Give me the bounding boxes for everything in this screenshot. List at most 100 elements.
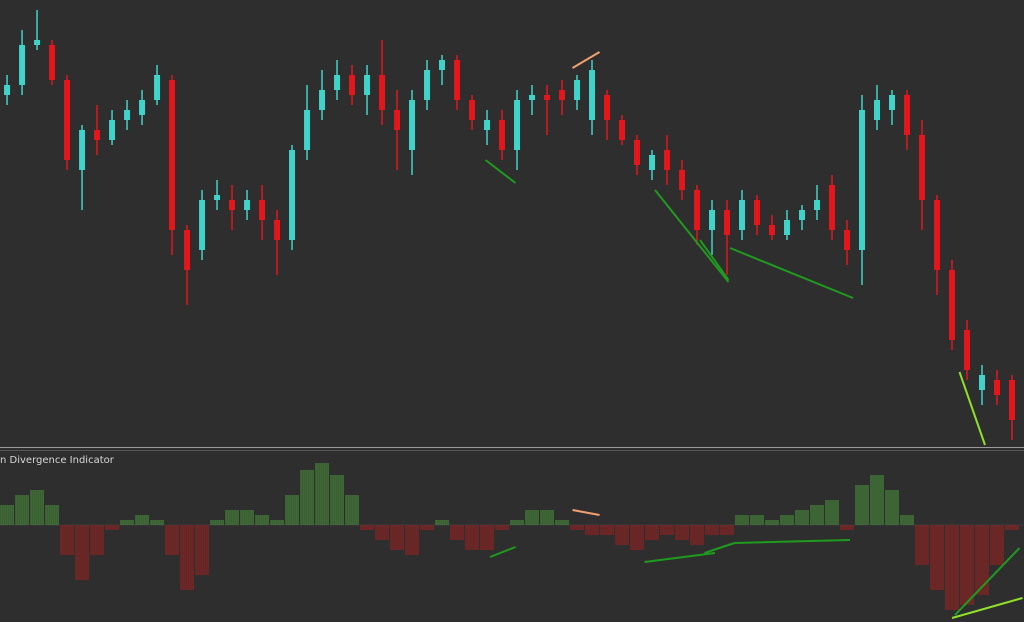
histogram-bar (720, 525, 734, 535)
divergence-line (572, 509, 600, 516)
candle-body (559, 90, 566, 100)
histogram-bar (150, 520, 164, 525)
histogram-bar (915, 525, 929, 565)
candle-body (364, 75, 371, 95)
candle-body (349, 75, 356, 95)
candle-body (304, 110, 311, 150)
candle-body (289, 150, 296, 240)
divergence-line (954, 547, 1021, 616)
candle-body (334, 75, 341, 90)
candle-body (694, 190, 701, 230)
candle-body (514, 100, 521, 150)
candle-body (874, 100, 881, 120)
candle-body (724, 210, 731, 235)
histogram-bar (435, 520, 449, 525)
candle-body (544, 95, 551, 100)
candle-body (844, 230, 851, 250)
candle-body (94, 130, 101, 140)
histogram-bar (15, 495, 29, 525)
candle-body (34, 40, 41, 45)
histogram-bar (555, 520, 569, 525)
candle-body (79, 130, 86, 170)
candle-body (829, 185, 836, 230)
histogram-bar (30, 490, 44, 525)
candle-body (619, 120, 626, 140)
candle-body (679, 170, 686, 190)
candle-body (529, 95, 536, 100)
candle-body (19, 45, 26, 85)
candle-body (754, 200, 761, 225)
candle-body (994, 380, 1001, 395)
histogram-bar (60, 525, 74, 555)
candle-body (214, 195, 221, 200)
histogram-bar (705, 525, 719, 535)
histogram-bar (825, 500, 839, 525)
candle-body (409, 100, 416, 150)
histogram-bar (480, 525, 494, 550)
histogram-bar (105, 525, 119, 530)
histogram-bar (510, 520, 524, 525)
histogram-bar (360, 525, 374, 530)
divergence-line (951, 597, 1023, 619)
histogram-bar (195, 525, 209, 575)
candle-body (1009, 380, 1016, 420)
candle-body (949, 270, 956, 340)
histogram-bar (780, 515, 794, 525)
candle-body (574, 80, 581, 100)
candle-body (4, 85, 11, 95)
candle-body (139, 100, 146, 115)
candle-body (439, 60, 446, 70)
histogram-bar (330, 475, 344, 525)
histogram-bar (810, 505, 824, 525)
histogram-bar (675, 525, 689, 540)
histogram-bar (900, 515, 914, 525)
histogram-bar (945, 525, 959, 610)
candle-body (814, 200, 821, 210)
histogram-bar (840, 525, 854, 530)
histogram-bar (870, 475, 884, 525)
histogram-bar (855, 485, 869, 525)
histogram-bar (315, 463, 329, 525)
histogram-bar (120, 520, 134, 525)
candle-body (124, 110, 131, 120)
histogram-bar (240, 510, 254, 525)
histogram-bar (570, 525, 584, 530)
histogram-bar (795, 510, 809, 525)
divergence-line (958, 371, 986, 446)
histogram-bar (615, 525, 629, 545)
candle-body (154, 75, 161, 100)
histogram-bar (135, 515, 149, 525)
divergence-line (572, 51, 601, 69)
candle-body (199, 200, 206, 250)
histogram-bar (930, 525, 944, 590)
histogram-bar (960, 525, 974, 605)
histogram-bar (525, 510, 539, 525)
candle-body (964, 330, 971, 370)
histogram-bar (465, 525, 479, 550)
divergence-line (644, 552, 716, 563)
candle-body (229, 200, 236, 210)
histogram-bar (885, 490, 899, 525)
histogram-bar (750, 515, 764, 525)
histogram-bar (165, 525, 179, 555)
candle-body (49, 45, 56, 80)
candle-body (64, 80, 71, 160)
histogram-bar (585, 525, 599, 535)
candle-body (979, 375, 986, 390)
candle-body (604, 95, 611, 120)
candle-body (319, 90, 326, 110)
divergence-line (734, 539, 851, 544)
histogram-bar (45, 505, 59, 525)
candle-body (469, 100, 476, 120)
histogram-bar (375, 525, 389, 540)
histogram-bar (0, 505, 14, 525)
histogram-bar (975, 525, 989, 595)
candle-body (274, 220, 281, 240)
candle-body (499, 120, 506, 150)
candle-body (934, 200, 941, 270)
candle-body (484, 120, 491, 130)
histogram-bar (735, 515, 749, 525)
histogram-bar (420, 525, 434, 530)
candle-body (709, 210, 716, 230)
